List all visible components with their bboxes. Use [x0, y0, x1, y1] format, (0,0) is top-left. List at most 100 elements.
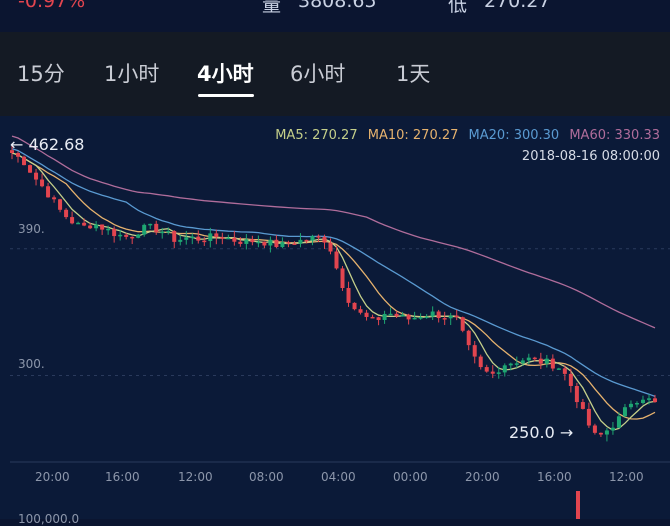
- candle-body: [226, 237, 231, 240]
- candle-body: [262, 241, 267, 246]
- volume-axis-label: 100,000.0: [18, 512, 80, 526]
- candle-body: [526, 357, 531, 361]
- x-tick-label: 00:00: [393, 470, 428, 484]
- candle-body: [124, 234, 129, 237]
- candle-body: [586, 408, 591, 426]
- candle-body: [196, 236, 201, 241]
- candle-body: [496, 372, 501, 374]
- candle-body: [46, 186, 51, 198]
- candle-body: [394, 313, 399, 317]
- candle-body: [532, 357, 537, 360]
- volume-bar: [576, 491, 580, 519]
- candle-body: [202, 240, 207, 243]
- candle-body: [76, 222, 81, 225]
- candle-body: [58, 199, 63, 210]
- candle-body: [280, 242, 285, 248]
- candle-body: [130, 236, 135, 239]
- candle-body: [304, 239, 309, 242]
- candle-body: [472, 345, 477, 357]
- candle-body: [592, 425, 597, 433]
- y-tick-label: 300.: [18, 357, 45, 371]
- tab-15min[interactable]: 15分: [17, 62, 65, 86]
- candle-body: [160, 231, 165, 234]
- candle-body: [640, 399, 645, 403]
- candle-body: [268, 239, 273, 246]
- x-tick-label: 20:00: [35, 470, 70, 484]
- tab-4hour[interactable]: 4小时: [197, 62, 254, 86]
- candle-body: [556, 368, 561, 370]
- min-price-marker: 250.0 →: [509, 423, 574, 442]
- candle-body: [220, 237, 225, 239]
- candle-body: [64, 209, 69, 218]
- candle-body: [604, 430, 609, 435]
- volume-label: 量: [262, 0, 282, 16]
- candle-body: [244, 239, 249, 244]
- volume-value: 3808.65: [298, 0, 377, 12]
- max-price-value: 462.68: [28, 135, 85, 154]
- tab-6hour[interactable]: 6小时: [290, 62, 346, 86]
- candle-body: [376, 317, 381, 320]
- candle-body: [142, 224, 147, 235]
- chart-canvas: [10, 135, 670, 519]
- candle-body: [88, 225, 93, 229]
- candle-body: [448, 315, 453, 319]
- candle-body: [424, 316, 429, 319]
- low-label: 低: [448, 0, 468, 16]
- x-tick-label: 16:00: [105, 470, 140, 484]
- candlestick-chart[interactable]: MA5: 270.27 MA10: 270.27 MA20: 300.30 MA…: [0, 116, 670, 526]
- ma10-line: [11, 152, 656, 420]
- candle-body: [208, 233, 213, 242]
- ma10-value: MA10: 270.27: [367, 128, 459, 143]
- candle-body: [628, 403, 633, 408]
- candle-body: [520, 360, 525, 364]
- candle-body: [358, 309, 363, 313]
- candle-body: [370, 316, 375, 319]
- candle-body: [466, 330, 471, 346]
- candle-body: [94, 224, 99, 229]
- candle-body: [406, 314, 411, 320]
- candle-body: [653, 398, 657, 403]
- candle-body: [256, 241, 261, 244]
- candle-body: [580, 402, 585, 409]
- tab-1hour[interactable]: 1小时: [104, 62, 160, 86]
- tab-1day[interactable]: 1天: [396, 62, 431, 86]
- candle-body: [178, 239, 183, 242]
- candle-body: [106, 228, 111, 231]
- candle-body: [412, 317, 417, 320]
- price-change: -0.97%: [18, 0, 86, 12]
- x-tick-label: 04:00: [321, 470, 356, 484]
- candle-body: [490, 371, 495, 374]
- x-tick-label: 12:00: [609, 470, 644, 484]
- candle-body: [310, 236, 315, 241]
- x-tick-label: 12:00: [178, 470, 213, 484]
- candle-body: [634, 402, 639, 405]
- candle-body: [100, 224, 105, 230]
- candle-body: [322, 236, 327, 243]
- candle-body: [418, 317, 423, 319]
- min-price-value: 250.0: [509, 423, 555, 442]
- candle-body: [292, 243, 297, 245]
- ma-legend: MA5: 270.27 MA10: 270.27 MA20: 300.30 MA…: [269, 128, 660, 143]
- x-tick-label: 16:00: [537, 470, 572, 484]
- candle-body: [646, 398, 651, 400]
- candle-body: [388, 313, 393, 316]
- candle-body: [622, 407, 627, 417]
- candle-body: [610, 427, 615, 431]
- candle-body: [352, 302, 357, 310]
- candle-body: [274, 239, 279, 248]
- candle-body: [616, 416, 621, 428]
- candle-body: [334, 251, 339, 269]
- candle-body: [430, 311, 435, 317]
- candle-body: [400, 314, 405, 317]
- candle-body: [550, 358, 555, 369]
- candle-body: [568, 373, 573, 386]
- candle-body: [364, 312, 369, 317]
- candle-body: [70, 217, 75, 224]
- candle-body: [454, 315, 459, 318]
- candle-body: [16, 152, 21, 157]
- candle-body: [148, 223, 153, 226]
- candle-body: [316, 236, 321, 238]
- candle-body: [34, 172, 39, 180]
- candle-body: [382, 313, 387, 320]
- candle-body: [22, 156, 27, 166]
